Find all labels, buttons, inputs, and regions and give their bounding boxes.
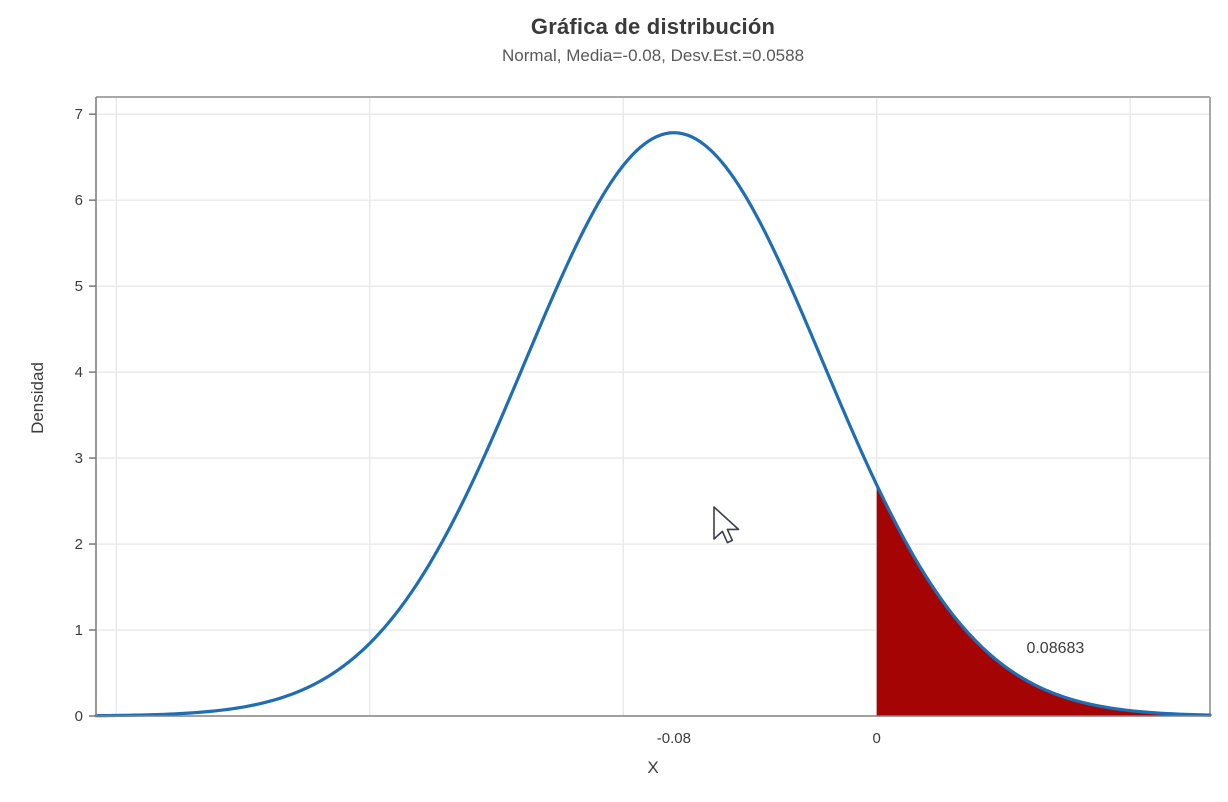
y-tick-label: 7 xyxy=(75,106,83,123)
chart-subtitle: Normal, Media=-0.08, Desv.Est.=0.0588 xyxy=(501,46,805,65)
shaded-tail-area[interactable] xyxy=(876,484,1210,716)
y-tick-label: 5 xyxy=(75,278,83,295)
y-tick-label: 3 xyxy=(75,450,83,467)
density-curve[interactable] xyxy=(94,131,1212,718)
x-tick-label: 0 xyxy=(873,730,881,747)
x-tick-label: -0.08 xyxy=(657,730,691,747)
shaded-area-probability-label: 0.08683 xyxy=(1026,639,1085,657)
y-tick-label: 4 xyxy=(75,364,83,381)
chart-title: Gráfica de distribución xyxy=(530,14,776,39)
y-tick-label: 2 xyxy=(75,536,83,553)
y-tick-label: 6 xyxy=(75,192,83,209)
x-axis-title: X xyxy=(647,758,659,777)
y-tick-label: 0 xyxy=(75,708,83,725)
y-tick-label: 1 xyxy=(75,622,83,639)
